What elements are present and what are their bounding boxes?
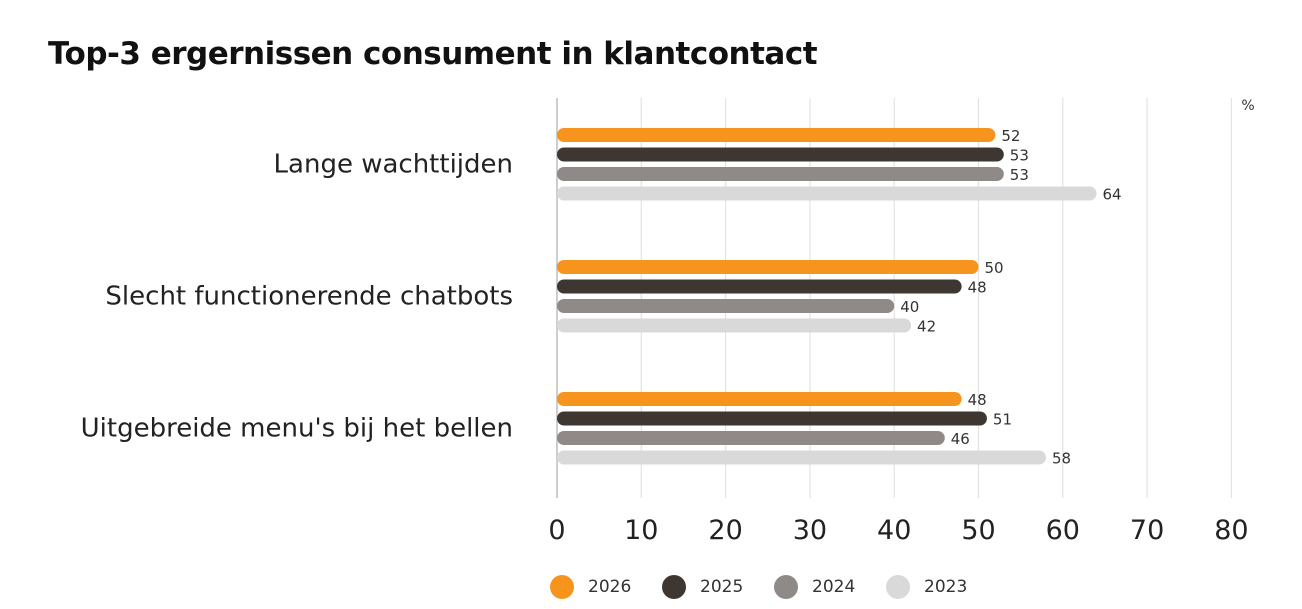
legend-label: 2023	[924, 577, 968, 597]
x-tick-label: 0	[548, 515, 565, 546]
bars	[557, 128, 1097, 465]
bar-2025	[557, 411, 987, 426]
x-tick-label: 50	[961, 515, 995, 546]
data-label: 51	[993, 411, 1012, 429]
data-label: 52	[1001, 127, 1020, 145]
bar-2026	[557, 392, 962, 406]
data-label: 53	[1010, 147, 1029, 165]
data-label: 53	[1010, 166, 1029, 184]
x-tick-label: 60	[1046, 515, 1080, 546]
legend-swatch	[886, 575, 910, 599]
legend-swatch	[662, 575, 686, 599]
legend: 2026 2025 2024 2023	[550, 575, 998, 599]
category-label: Uitgebreide menu's bij het bellen	[81, 413, 513, 443]
bar-2025	[557, 147, 1004, 162]
data-label: 40	[900, 298, 919, 316]
bar-2023	[557, 318, 912, 333]
data-label: 64	[1103, 186, 1122, 204]
x-tick-label: 70	[1130, 515, 1164, 546]
data-label: 50	[985, 259, 1004, 277]
bar-2026	[557, 128, 996, 142]
bar-2024	[557, 167, 1004, 181]
legend-label: 2026	[588, 577, 632, 597]
legend-label: 2024	[812, 577, 856, 597]
data-label: 46	[951, 430, 970, 448]
bar-2023	[557, 186, 1097, 201]
legend-swatch	[550, 575, 574, 599]
x-tick-label: 80	[1214, 515, 1248, 546]
bar-2024	[557, 299, 895, 313]
data-label: 58	[1052, 450, 1071, 468]
bar-2025	[557, 279, 962, 294]
unit-label: %	[1241, 98, 1254, 114]
bar-2024	[557, 431, 945, 445]
data-label: 42	[917, 318, 936, 336]
legend-swatch	[774, 575, 798, 599]
legend-item-2023: 2023	[886, 575, 998, 599]
data-label: 48	[968, 391, 987, 409]
x-tick-label: 30	[793, 515, 827, 546]
legend-item-2025: 2025	[662, 575, 774, 599]
category-label: Slecht functionerende chatbots	[105, 281, 513, 311]
category-labels: Lange wachttijden Slecht functionerende c…	[81, 149, 513, 443]
category-label: Lange wachttijden	[274, 149, 513, 179]
bar-2026	[557, 260, 979, 274]
x-axis: 0 10 20 30 40 50 60 70 80	[548, 515, 1248, 546]
chart-title: Top-3 ergernissen consument in klantcont…	[48, 36, 818, 72]
x-tick-label: 20	[708, 515, 742, 546]
grid-lines	[556, 98, 1233, 498]
x-tick-label: 40	[877, 515, 911, 546]
bar-2023	[557, 450, 1046, 465]
legend-label: 2025	[700, 577, 744, 597]
legend-item-2026: 2026	[550, 575, 662, 599]
data-label: 48	[968, 279, 987, 297]
x-tick-label: 10	[624, 515, 658, 546]
legend-item-2024: 2024	[774, 575, 886, 599]
